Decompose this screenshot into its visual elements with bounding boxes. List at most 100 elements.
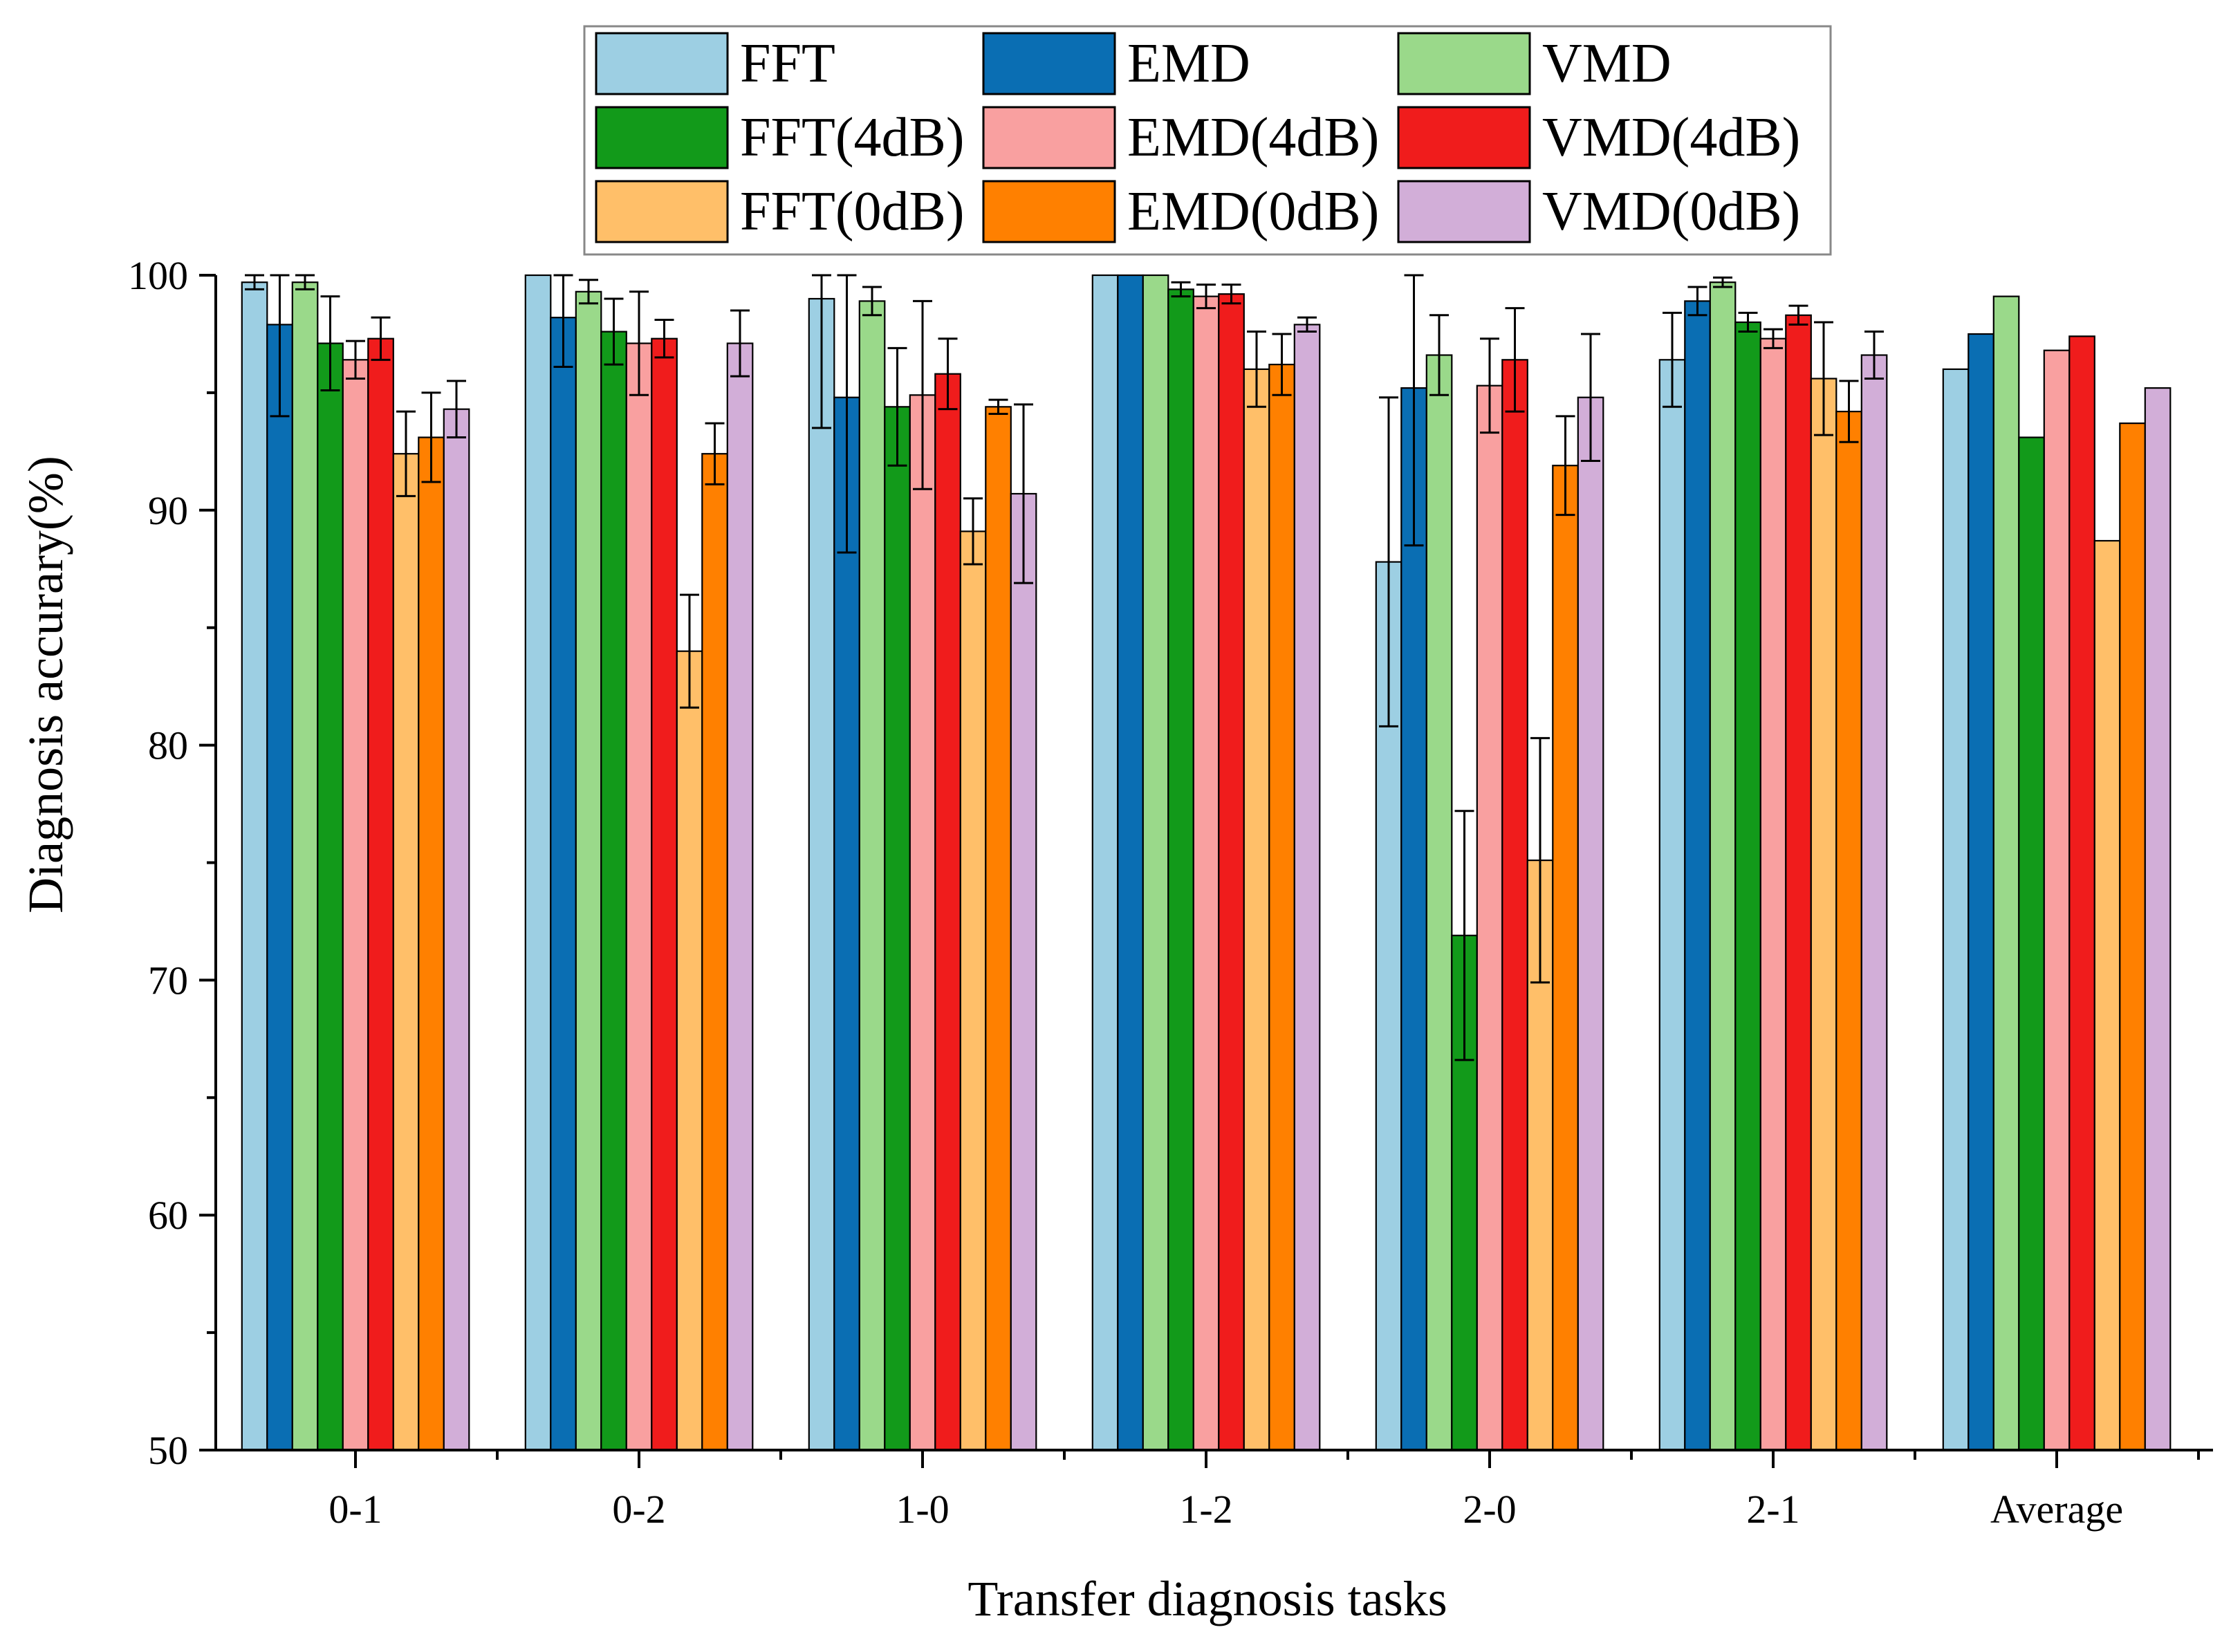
bar-fft4db-0-1 [317, 342, 344, 1451]
bar-fft-1-0 [808, 297, 835, 1451]
error-bar-emd4db-0-1 [346, 340, 365, 380]
bar-emd0db-2-0 [1552, 465, 1579, 1451]
legend: FFT EMD VMD FFT(4dB) EMD(4dB) VMD(4dB) FFT(0dB… [583, 25, 1832, 256]
legend-item-fft4db: FFT(4dB) [595, 106, 965, 169]
legend-swatch [982, 32, 1116, 95]
error-bar-fft-0-1 [245, 274, 264, 290]
bar-emd0db-average [2119, 422, 2146, 1451]
bar-emd-1-0 [833, 396, 860, 1451]
error-bar-fft-2-0 [1379, 396, 1398, 727]
y-tick-label: 60 [148, 1193, 188, 1238]
x-axis-title: Transfer diagnosis tasks [968, 1571, 1447, 1626]
legend-swatch [1397, 106, 1531, 169]
error-bar-emd0db-0-2 [705, 422, 725, 485]
legend-label: EMD [1127, 33, 1250, 94]
error-bar-fft0db-2-0 [1530, 736, 1550, 984]
x-tick-label: 2-0 [1463, 1487, 1516, 1532]
bar-vmd4db-2-0 [1501, 359, 1528, 1451]
bar-fft-average [1942, 368, 1970, 1451]
bar-vmd4db-average [2068, 335, 2095, 1451]
error-bar-emd-2-0 [1404, 274, 1424, 547]
error-bar-emd4db-1-2 [1196, 284, 1216, 310]
x-tick-label: 2-1 [1746, 1487, 1799, 1532]
bar-emd-0-1 [266, 324, 293, 1451]
legend-label: VMD(4dB) [1542, 107, 1800, 168]
legend-swatch [595, 180, 729, 243]
legend-swatch [595, 106, 729, 169]
bar-fft4db-1-2 [1167, 288, 1194, 1451]
bar-vmd0db-1-0 [1010, 492, 1037, 1451]
bar-vmd4db-0-2 [651, 337, 678, 1451]
bar-fft0db-2-1 [1810, 378, 1837, 1451]
error-bar-vmd0db-1-2 [1297, 316, 1317, 333]
legend-item-emd: EMD [982, 32, 1250, 95]
legend-item-fft0db: FFT(0dB) [595, 180, 965, 243]
legend-swatch [982, 180, 1116, 243]
legend-item-vmd4db: VMD(4dB) [1397, 106, 1800, 169]
y-tick-label: 100 [128, 253, 188, 298]
error-bar-vmd-0-2 [579, 279, 598, 305]
error-bar-emd-0-1 [270, 274, 290, 418]
bar-fft0db-1-0 [959, 530, 987, 1451]
error-bar-fft4db-2-0 [1454, 810, 1474, 1061]
error-bar-emd-0-2 [553, 274, 573, 369]
bar-vmd0db-average [2144, 387, 2172, 1451]
error-bar-vmd4db-1-2 [1221, 284, 1241, 305]
bar-emd4db-average [2043, 349, 2071, 1451]
legend-item-fft: FFT [595, 32, 835, 95]
bar-vmd-2-0 [1425, 354, 1453, 1451]
bar-vmd4db-2-1 [1785, 314, 1812, 1451]
bar-vmd-0-2 [575, 290, 602, 1451]
error-bar-fft0db-1-0 [963, 497, 983, 566]
legend-item-emd0db: EMD(0dB) [982, 180, 1379, 243]
error-bar-fft4db-1-0 [887, 346, 907, 467]
bar-emd-1-2 [1117, 274, 1144, 1451]
error-bar-vmd-2-1 [1713, 276, 1732, 288]
error-bar-emd4db-0-2 [629, 290, 649, 396]
bar-emd0db-1-0 [985, 406, 1012, 1451]
bar-fft-1-2 [1091, 274, 1119, 1451]
legend-swatch [1397, 180, 1531, 243]
error-bar-vmd-2-0 [1429, 314, 1449, 396]
error-bar-vmd4db-2-1 [1788, 304, 1808, 326]
bar-emd4db-0-1 [342, 359, 369, 1451]
bar-emd4db-2-0 [1476, 384, 1503, 1451]
error-bar-fft-2-1 [1663, 311, 1682, 408]
error-bar-vmd0db-0-1 [447, 380, 466, 438]
bar-vmd0db-2-0 [1577, 396, 1604, 1451]
bar-fft4db-2-1 [1734, 321, 1761, 1451]
bar-fft0db-0-1 [392, 453, 420, 1451]
error-bar-emd-1-0 [837, 274, 857, 554]
y-tick-label: 90 [148, 488, 188, 533]
error-bar-vmd-1-0 [862, 286, 882, 317]
bar-fft0db-1-2 [1243, 368, 1270, 1451]
bar-vmd-average [1992, 295, 2020, 1451]
bar-emd4db-2-1 [1759, 337, 1787, 1451]
x-tick-label: 0-2 [612, 1487, 665, 1532]
bar-fft4db-average [2018, 436, 2045, 1451]
bar-vmd4db-0-1 [367, 337, 394, 1451]
error-bars [245, 274, 1884, 1061]
bar-fft-0-1 [241, 281, 268, 1451]
error-bar-emd4db-1-0 [913, 299, 932, 490]
y-tick-label: 80 [148, 723, 188, 768]
legend-item-emd4db: EMD(4dB) [982, 106, 1379, 169]
error-bar-fft-1-0 [812, 274, 831, 429]
bar-vmd0db-1-2 [1293, 324, 1321, 1451]
bar-emd-0-2 [550, 317, 577, 1451]
error-bar-vmd4db-1-0 [938, 337, 958, 411]
bar-vmd0db-0-1 [443, 408, 470, 1451]
bar-vmd-2-1 [1709, 281, 1737, 1451]
x-tick-label: Average [1990, 1487, 2123, 1532]
y-tick-label: 50 [148, 1428, 188, 1473]
bar-fft4db-0-2 [600, 331, 627, 1451]
error-bar-vmd4db-0-2 [654, 319, 674, 359]
axes: 50 60 70 80 90 100 0-1 0-2 1-0 1-2 2-0 2-1 Average [128, 253, 2213, 1532]
legend-label: EMD(4dB) [1127, 107, 1379, 168]
error-bar-vmd4db-2-0 [1505, 307, 1525, 413]
bar-vmd-0-1 [291, 281, 319, 1451]
bar-vmd4db-1-2 [1218, 293, 1245, 1451]
error-bar-fft4db-2-1 [1738, 311, 1758, 333]
